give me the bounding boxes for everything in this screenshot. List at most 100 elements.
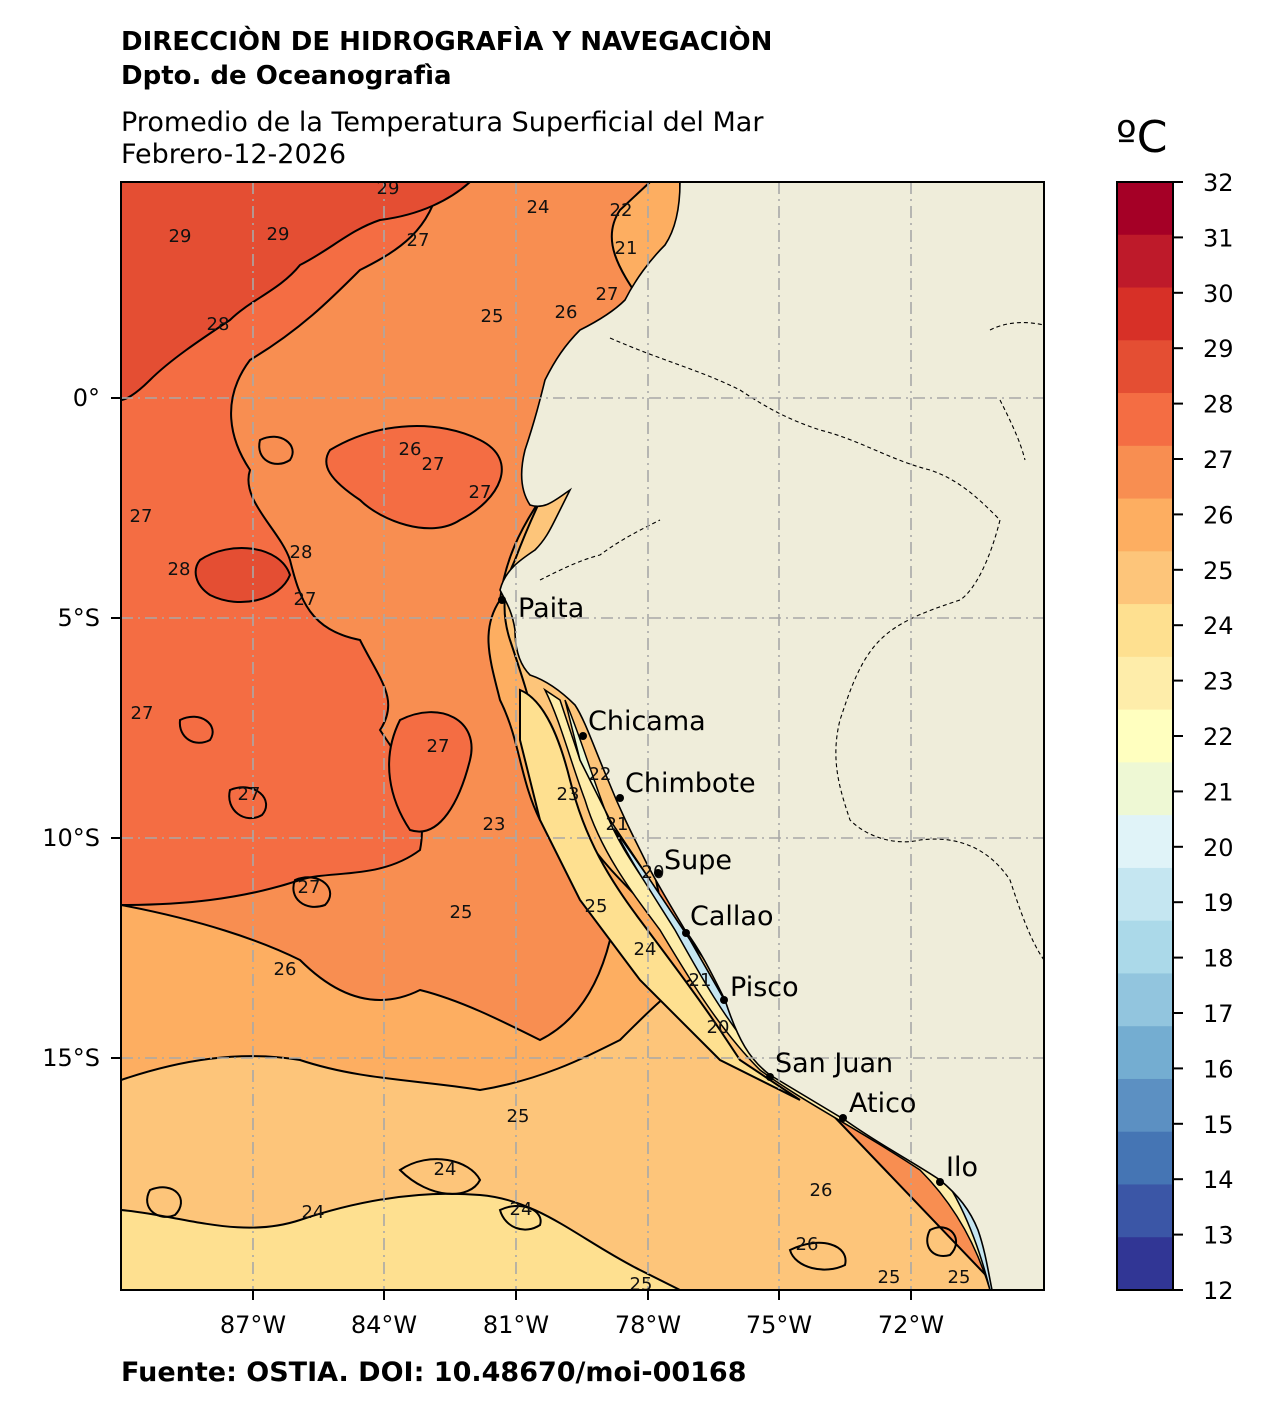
colorbar-tick-label: 12: [1203, 1277, 1234, 1305]
colorbar-segment: [1117, 1078, 1173, 1133]
colorbar-tick-label: 13: [1203, 1222, 1234, 1250]
colorbar-segment: [1117, 656, 1173, 711]
colorbar-tick-label: 23: [1203, 668, 1234, 696]
colorbar-tick-label: 28: [1203, 391, 1234, 419]
contour-label: 28: [207, 314, 230, 335]
colorbar-segment: [1117, 867, 1173, 922]
contour-label: 25: [450, 902, 473, 923]
contour-label: 26: [274, 959, 297, 980]
department-title: Dpto. de Oceanografìa: [121, 61, 452, 91]
colorbar-tick-label: 15: [1203, 1111, 1234, 1139]
colorbar-tick-label: 26: [1203, 501, 1234, 529]
contour-label: 24: [634, 939, 657, 960]
colorbar-tick-label: 16: [1203, 1055, 1234, 1083]
contour-lines: [146, 435, 957, 1271]
contour-label: 24: [527, 197, 550, 218]
colorbar-tick-label: 20: [1203, 834, 1234, 862]
contour-label: 26: [399, 439, 422, 460]
port-marker: [498, 596, 506, 604]
contour-label: 27: [294, 589, 317, 610]
port-marker: [720, 996, 728, 1004]
contour-label: 24: [510, 1199, 533, 1220]
colorbar-tick-label: 17: [1203, 1000, 1234, 1028]
lon-tick-label: 75°W: [746, 1311, 812, 1339]
contour-label: 24: [434, 1159, 457, 1180]
colorbar-tick-label: 22: [1203, 723, 1234, 751]
lon-tick-label: 84°W: [351, 1311, 417, 1339]
sea-29-band: [121, 182, 472, 402]
colorbar-segment: [1117, 498, 1173, 552]
sea-28-patch: [388, 711, 473, 833]
contour-label: 27: [427, 736, 450, 757]
colorbar-segment: [1117, 445, 1173, 500]
contour-label: 20: [642, 862, 665, 883]
port-marker: [839, 1114, 847, 1122]
colorbar-segment: [1117, 920, 1173, 974]
contour-label: 21: [689, 970, 712, 991]
port-marker: [936, 1178, 944, 1186]
contour-label: 21: [606, 814, 629, 835]
colorbar-segment: [1117, 551, 1173, 605]
contour-label: 28: [290, 542, 313, 563]
contour-label: 26: [810, 1180, 833, 1201]
colorbar-tick-label: 30: [1203, 280, 1234, 308]
colorbar-segment: [1117, 393, 1173, 447]
contour-label: 25: [507, 1106, 530, 1127]
colorbar-tick-label: 25: [1203, 557, 1234, 585]
colorbar-segment: [1117, 1026, 1173, 1080]
colorbar-segment: [1117, 234, 1173, 289]
lon-tick-label: 78°W: [615, 1311, 681, 1339]
colorbar-segment: [1117, 182, 1173, 236]
country-borders: [539, 322, 1044, 961]
colorbar-unit: ºC: [1116, 112, 1168, 163]
lon-tick-label: 72°W: [878, 1311, 944, 1339]
port-label: Ilo: [946, 1152, 978, 1183]
map-frame: [120, 181, 1045, 1291]
colorbar-segment: [1117, 815, 1173, 869]
contour-label: 28: [168, 559, 191, 580]
contour-label: 23: [483, 814, 506, 835]
colorbar-tick-label: 24: [1203, 612, 1234, 640]
contour-label: 22: [589, 764, 612, 785]
port-label: Chicama: [588, 706, 706, 737]
map-axes: 87°W 84°W 81°W 78°W 75°W 72°W 0° 5°S 10°S 15°S: [42, 384, 944, 1339]
contour-label: 20: [707, 1017, 730, 1038]
port-label: Pisco: [730, 972, 799, 1003]
colorbar-segment: [1117, 709, 1173, 763]
contour-label: 25: [481, 306, 504, 327]
contour-label: 27: [131, 703, 154, 724]
port-label: San Juan: [775, 1048, 893, 1079]
contour-label: 29: [169, 226, 192, 247]
agency-title: DIRECCIÒN DE HIDROGRAFÌA Y NAVEGACIÒN: [121, 27, 773, 57]
colorbar-segment: [1117, 1131, 1173, 1185]
colorbar-segment: [1117, 287, 1173, 341]
colorbar-tick-label: 19: [1203, 889, 1234, 917]
contour-label: 26: [555, 302, 578, 323]
contour-label: 25: [948, 1267, 971, 1288]
colorbar-segment: [1117, 604, 1173, 658]
contour-label: 25: [585, 896, 608, 917]
colorbar-tick-label: 18: [1203, 945, 1234, 973]
sea-29-patch: [194, 547, 292, 603]
lon-tick-label: 81°W: [483, 1311, 549, 1339]
sea-24-coastal: [519, 688, 801, 1101]
contour-label: 26: [796, 1234, 819, 1255]
contour-label: 25: [878, 1267, 901, 1288]
port-label: Callao: [690, 901, 773, 932]
contour-label: 27: [596, 284, 619, 305]
port-label: Paita: [518, 593, 584, 624]
contour-label: 25: [630, 1274, 653, 1295]
contour-label: 27: [238, 784, 261, 805]
port-marker: [654, 869, 662, 877]
contour-label: 27: [130, 506, 153, 527]
colorbar-tick-label: 29: [1203, 335, 1234, 363]
colorbar-tick-label: 27: [1203, 446, 1234, 474]
port-marker: [682, 929, 690, 937]
lat-tick-label: 10°S: [42, 824, 100, 852]
lat-tick-label: 0°: [73, 384, 100, 412]
lat-tick-label: 5°S: [57, 604, 100, 632]
source-footer: Fuente: OSTIA. DOI: 10.48670/moi-00168: [121, 1357, 747, 1388]
